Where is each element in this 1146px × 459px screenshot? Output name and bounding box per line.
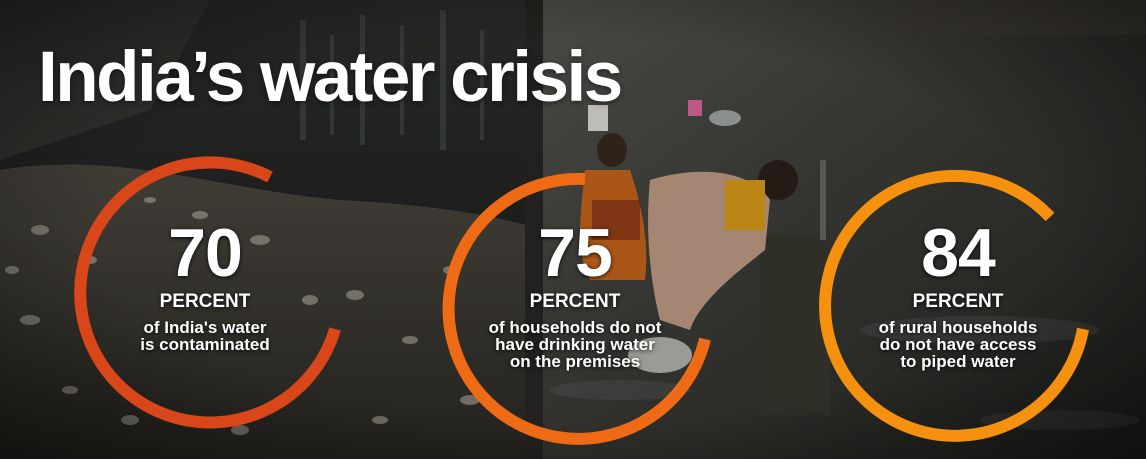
stat-card-rural: 84 PERCENT of rural households do not ha… [818, 169, 1098, 449]
stat-description: of rural households do not have access t… [878, 318, 1038, 371]
stat-unit: PERCENT [529, 291, 621, 312]
ring-arc [442, 172, 711, 445]
stat-card-contaminated: 70 PERCENT of India's water is contamina… [65, 156, 345, 449]
stat-unit: PERCENT [159, 291, 251, 312]
stat-unit: PERCENT [912, 291, 1004, 312]
stat-description: of India's water is contaminated [140, 318, 270, 354]
stat-value: 70 [168, 215, 243, 291]
progress-ring [442, 172, 711, 445]
stat-value: 75 [538, 215, 613, 291]
stat-card-households: 75 PERCENT of households do not have dri… [435, 169, 715, 449]
page-title: India’s water crisis [38, 38, 623, 117]
ring-arc [74, 156, 341, 429]
progress-ring [74, 156, 341, 429]
stat-description: of households do not have drinking water… [488, 318, 662, 371]
ring-arc [819, 169, 1089, 442]
progress-ring [819, 169, 1089, 442]
stat-value: 84 [921, 215, 996, 291]
